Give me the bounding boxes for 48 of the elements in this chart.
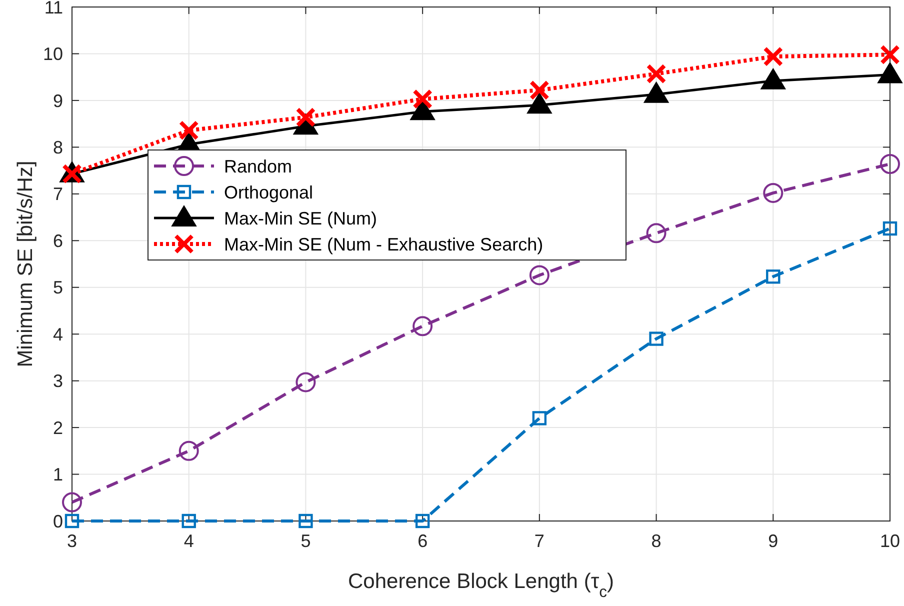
x-tick-label: 4: [184, 531, 194, 551]
legend-label: Max-Min SE (Num): [224, 208, 378, 228]
y-tick-label: 1: [52, 464, 63, 485]
point: [529, 80, 550, 100]
point: [182, 514, 196, 528]
x-axis-title: Coherence Block Length (τ$_{c}$): [348, 570, 614, 600]
y-tick-label: 7: [52, 184, 63, 204]
y-tick-label: 3: [52, 371, 63, 392]
x-tick-label: 5: [300, 531, 311, 551]
point: [64, 514, 80, 528]
y-tick-label: 5: [52, 278, 63, 298]
y-tick-label: 10: [42, 44, 63, 64]
point: [178, 120, 199, 140]
point: [646, 64, 666, 84]
point: [763, 182, 784, 203]
x-tick-label: 3: [66, 531, 78, 551]
point: [763, 46, 784, 67]
legend-label: Orthogonal: [224, 182, 314, 202]
point: [412, 89, 433, 110]
y-tick-label: 11: [44, 0, 63, 18]
legend-label: Random: [224, 156, 292, 176]
x-tick-label: 6: [418, 531, 428, 551]
point: [415, 514, 430, 528]
point: [880, 154, 900, 174]
legend-label: Max-Min SE (Num - Exhaustive Search): [224, 234, 544, 254]
point: [880, 44, 900, 65]
point: [882, 221, 898, 236]
point: [646, 223, 666, 244]
point: [62, 492, 82, 512]
point: [529, 265, 550, 286]
y-tick-label: 6: [52, 230, 63, 251]
y-axis-title: Minimum SE [bit/s/Hz]: [14, 160, 37, 368]
x-tick-label: 7: [534, 531, 544, 551]
y-tick-label: 9: [52, 90, 63, 111]
y-tick-label: 2: [52, 418, 63, 438]
y-tick-label: 8: [52, 137, 63, 158]
x-tick-label: 9: [768, 531, 778, 551]
point: [296, 372, 316, 392]
y-tick-label: 0: [52, 511, 63, 532]
point: [298, 514, 313, 528]
point: [649, 332, 664, 346]
y-tick-label: 4: [52, 324, 63, 344]
x-tick-label: 8: [651, 531, 662, 551]
point: [766, 270, 780, 284]
point: [532, 411, 547, 426]
point: [178, 440, 199, 461]
point: [412, 316, 433, 336]
x-tick-label: 10: [880, 531, 900, 551]
